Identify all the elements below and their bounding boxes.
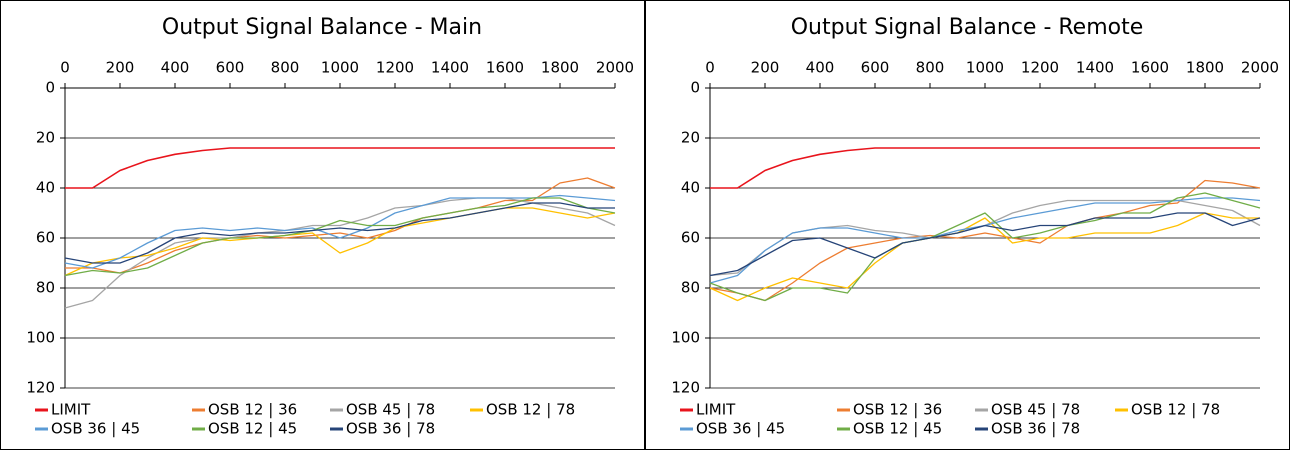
series-line bbox=[709, 212, 1261, 277]
legend-label: OSB 12 | 78 bbox=[486, 401, 575, 419]
legend-label: OSB 36 | 45 bbox=[51, 420, 140, 438]
y-tick-label: 80 bbox=[681, 279, 700, 297]
legend-label: OSB 45 | 78 bbox=[991, 401, 1080, 419]
y-tick-label: 100 bbox=[671, 329, 700, 347]
x-tick-label: 1200 bbox=[376, 59, 414, 77]
series-line bbox=[64, 197, 616, 277]
series-line bbox=[709, 192, 1261, 302]
x-tick-label: 2000 bbox=[596, 59, 634, 77]
series-line bbox=[65, 147, 615, 189]
legend-label: OSB 36 | 78 bbox=[991, 420, 1080, 438]
x-tick-label: 1000 bbox=[321, 59, 359, 77]
series-line bbox=[64, 202, 615, 264]
series-line bbox=[64, 207, 616, 277]
legend-label: LIMIT bbox=[51, 401, 91, 419]
y-tick-label: 20 bbox=[681, 129, 700, 147]
x-tick-label: 1800 bbox=[541, 59, 579, 77]
y-tick-label: 0 bbox=[45, 79, 55, 97]
y-tick-label: 60 bbox=[36, 229, 55, 247]
y-tick-label: 40 bbox=[36, 179, 55, 197]
x-tick-label: 1400 bbox=[1076, 59, 1114, 77]
x-tick-label: 1600 bbox=[1131, 59, 1169, 77]
legend-label: OSB 12 | 78 bbox=[1131, 401, 1220, 419]
series-line bbox=[64, 194, 616, 269]
x-tick-label: 600 bbox=[216, 59, 245, 77]
legend-label: OSB 12 | 45 bbox=[208, 420, 297, 438]
chart-title: Output Signal Balance - Remote bbox=[791, 15, 1144, 40]
x-tick-label: 200 bbox=[106, 59, 135, 77]
legend-label: LIMIT bbox=[696, 401, 736, 419]
x-tick-label: 1200 bbox=[1021, 59, 1059, 77]
x-tick-label: 2000 bbox=[1241, 59, 1279, 77]
y-tick-label: 120 bbox=[671, 379, 700, 397]
x-tick-label: 200 bbox=[751, 59, 780, 77]
x-tick-label: 1600 bbox=[486, 59, 524, 77]
x-tick-label: 800 bbox=[271, 59, 300, 77]
chart-title: Output Signal Balance - Main bbox=[162, 15, 482, 40]
x-tick-label: 800 bbox=[916, 59, 945, 77]
x-tick-label: 400 bbox=[806, 59, 835, 77]
series-line bbox=[709, 212, 1260, 302]
y-tick-label: 20 bbox=[36, 129, 55, 147]
y-tick-label: 80 bbox=[36, 279, 55, 297]
x-tick-label: 600 bbox=[861, 59, 890, 77]
x-tick-label: 0 bbox=[705, 59, 715, 77]
y-tick-label: 120 bbox=[26, 379, 55, 397]
y-tick-label: 0 bbox=[690, 79, 700, 97]
legend-label: OSB 12 | 45 bbox=[853, 420, 942, 438]
legend-label: OSB 12 | 36 bbox=[853, 401, 942, 419]
x-tick-label: 400 bbox=[161, 59, 190, 77]
series-line bbox=[709, 179, 1261, 302]
legend-label: OSB 36 | 45 bbox=[696, 420, 785, 438]
y-tick-label: 100 bbox=[26, 329, 55, 347]
x-tick-label: 0 bbox=[60, 59, 70, 77]
legend-label: OSB 45 | 78 bbox=[346, 401, 435, 419]
legend-label: OSB 36 | 78 bbox=[346, 420, 435, 438]
x-tick-label: 1400 bbox=[431, 59, 469, 77]
series-line bbox=[710, 147, 1260, 189]
y-tick-label: 40 bbox=[681, 179, 700, 197]
legend-label: OSB 12 | 36 bbox=[208, 401, 297, 419]
x-tick-label: 1800 bbox=[1186, 59, 1224, 77]
y-tick-label: 60 bbox=[681, 229, 700, 247]
x-tick-label: 1000 bbox=[966, 59, 1004, 77]
